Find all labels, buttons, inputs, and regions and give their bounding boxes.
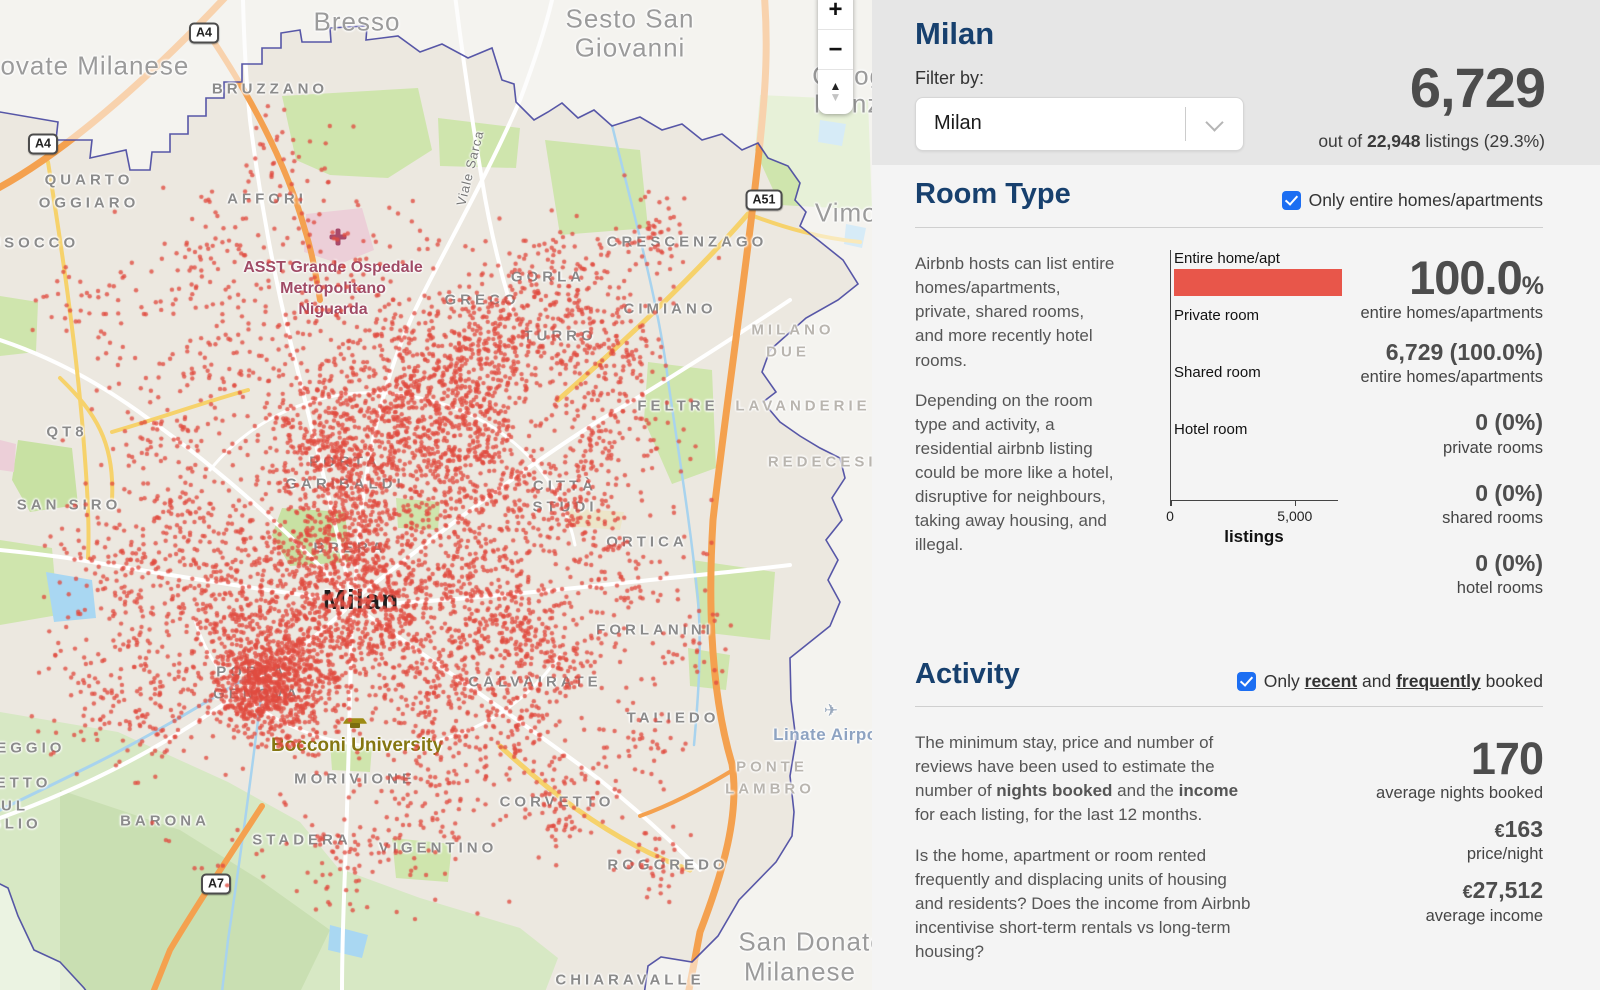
stat-label: hotel rooms [1456,579,1543,598]
triangle-down-icon: ▼ [829,90,842,104]
triangle-up-icon: ▲ [829,79,842,93]
dropdown-divider [1185,107,1186,141]
x-axis-tick-label: 5,000 [1277,508,1313,524]
bar-chart-x-axis-title: listings [1224,527,1284,546]
only-entire-homes-checkbox-row[interactable]: Only entire homes/apartments [1281,190,1543,211]
stat-shared-rooms: 0 (0%) [1475,479,1543,506]
room-type-description: Airbnb hosts can list entire homes/apart… [915,252,1116,574]
sidebar-header: Milan Filter by: Milan 6,729 out of 22,9… [872,0,1600,165]
stat-label: entire homes/apartments [1360,368,1543,387]
listings-dot-layer [0,0,872,990]
stat-label: shared rooms [1442,508,1543,527]
room-type-stats: 100.0% entire homes/apartments 6,729 (10… [1360,251,1544,598]
only-recent-frequent-checkbox-row[interactable]: Only recent and frequently booked [1236,671,1543,692]
only-entire-homes-label: Only entire homes/apartments [1308,190,1543,210]
map-zoom-out-button[interactable]: − [818,30,853,70]
recent-link[interactable]: recent [1304,671,1358,691]
room-type-paragraph-1: Airbnb hosts can list entire homes/apart… [915,254,1115,370]
activity-paragraph-2: Is the home, apartment or room rented fr… [915,845,1251,962]
stat-label: private rooms [1443,438,1543,457]
city-filter-value: Milan [934,112,982,134]
room-type-title: Room Type [915,178,1071,210]
map-zoom-in-button[interactable]: + [818,0,853,30]
bar-chart-row: Entire home/apt [1171,250,1342,296]
frequently-link[interactable]: frequently [1396,671,1481,691]
stat-label: entire homes/apartments [1360,304,1543,322]
bar-chart-row: Private room [1171,307,1339,353]
bar-category-label: Shared room [1174,364,1261,381]
stat-price-night: €163 [1494,816,1543,842]
bar-chart-row: Hotel room [1171,421,1339,467]
stat-entire-home-pct: 100.0% [1409,251,1544,304]
map-reset-extent-control[interactable]: ▲ ▼ [818,70,853,114]
activity-divider [915,706,1543,707]
chevron-down-icon [1205,113,1224,132]
stat-label: average nights booked [1376,784,1543,802]
checkbox-checked-icon[interactable] [1236,672,1256,691]
stat-entire-home-count: 6,729 (100.0%) [1385,339,1543,365]
bar-chart-plot-area: Entire home/apt Private room Shared room Ho… [1170,250,1342,500]
stat-avg-nights: 170 [1470,733,1544,784]
bar-entire-home [1174,269,1342,296]
activity-stats: 170 average nights booked €163 price/nig… [1376,733,1544,926]
page-title: Milan [915,16,995,51]
map[interactable]: Novate MilaneseBressoSesto SanGiovanniCo… [0,0,872,990]
map-zoom-control: + − ▲ ▼ [818,0,853,114]
bar-category-label: Hotel room [1174,421,1248,438]
filter-by-label: Filter by: [915,68,985,88]
room-type-divider [915,227,1543,228]
bar-category-label: Entire home/apt [1174,250,1280,267]
stat-private-rooms: 0 (0%) [1475,409,1543,436]
room-type-paragraph-2: Depending on the room type and activity,… [915,390,1114,555]
stat-avg-income: €27,512 [1462,877,1543,904]
stat-hotel-rooms: 0 (0%) [1475,549,1543,576]
sidebar: Milan Filter by: Milan 6,729 out of 22,9… [872,0,1600,990]
city-filter-dropdown[interactable]: Milan [915,97,1244,151]
total-listings-line: out of 22,948 listings (29.3%) [1318,131,1545,151]
activity-title: Activity [915,658,1020,690]
checkbox-checked-icon[interactable] [1281,191,1301,210]
only-recent-frequent-label: Only recent and frequently booked [1263,671,1543,691]
x-axis-tick-label: 0 [1166,508,1174,524]
stat-label: average income [1425,906,1543,925]
bar-category-label: Private room [1174,307,1260,324]
bar-chart-row: Shared room [1171,364,1339,410]
bar-chart-x-axis: 0 5,000 [1166,500,1338,525]
room-type-bar-chart: Entire home/apt Private room Shared room Ho… [1166,250,1378,547]
activity-paragraph-1: The minimum stay, price and number of re… [915,733,1239,825]
filtered-listings-count: 6,729 [1409,56,1546,119]
activity-description: The minimum stay, price and number of re… [915,731,1253,980]
stat-label: price/night [1466,845,1543,864]
